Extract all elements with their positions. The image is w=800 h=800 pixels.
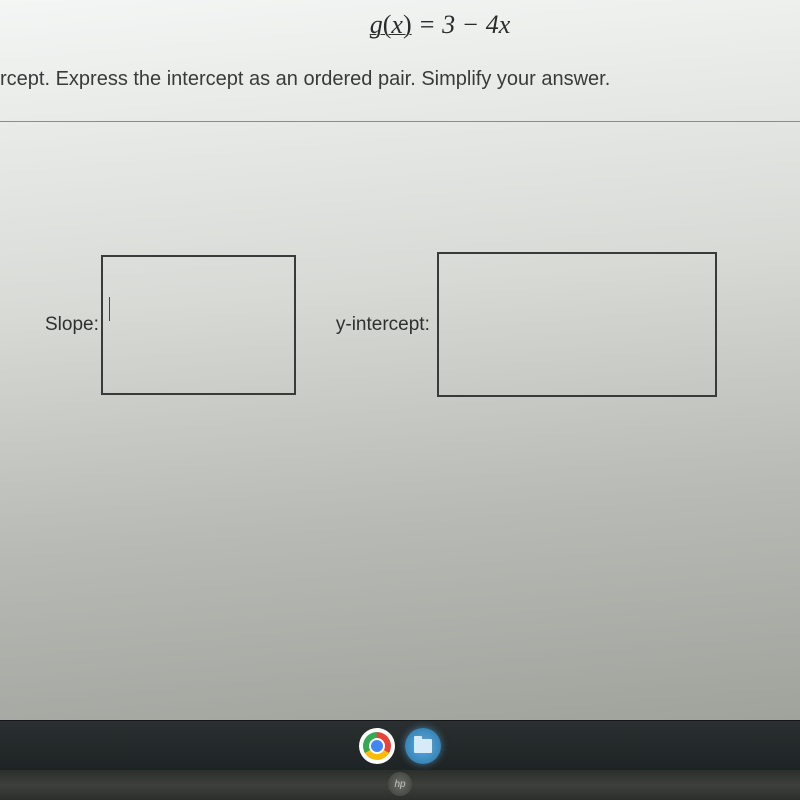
function-variable: x [391, 10, 403, 39]
slope-label: Slope: [45, 314, 99, 336]
function-name: g [370, 10, 383, 39]
worksheet-screen: g(x) = 3 − 4x rcept. Express the interce… [0, 0, 800, 720]
content-header: g(x) = 3 − 4x rcept. Express the interce… [0, 0, 800, 91]
taskbar [0, 720, 800, 770]
equation-display: g(x) = 3 − 4x [370, 10, 511, 40]
chrome-icon[interactable] [359, 728, 395, 764]
y-intercept-input[interactable] [437, 252, 717, 397]
y-intercept-label: y-intercept: [336, 314, 430, 336]
hp-logo: hp [388, 772, 412, 796]
function-expression: 3 − 4x [442, 10, 510, 39]
files-icon-inner [414, 739, 432, 753]
laptop-bezel: hp [0, 770, 800, 800]
chrome-icon-inner [363, 732, 391, 760]
files-icon[interactable] [405, 728, 441, 764]
instruction-text: rcept. Express the intercept as an order… [0, 68, 800, 91]
section-divider [0, 121, 800, 122]
slope-input[interactable] [101, 255, 296, 395]
answer-row: Slope: y-intercept: [0, 252, 800, 397]
